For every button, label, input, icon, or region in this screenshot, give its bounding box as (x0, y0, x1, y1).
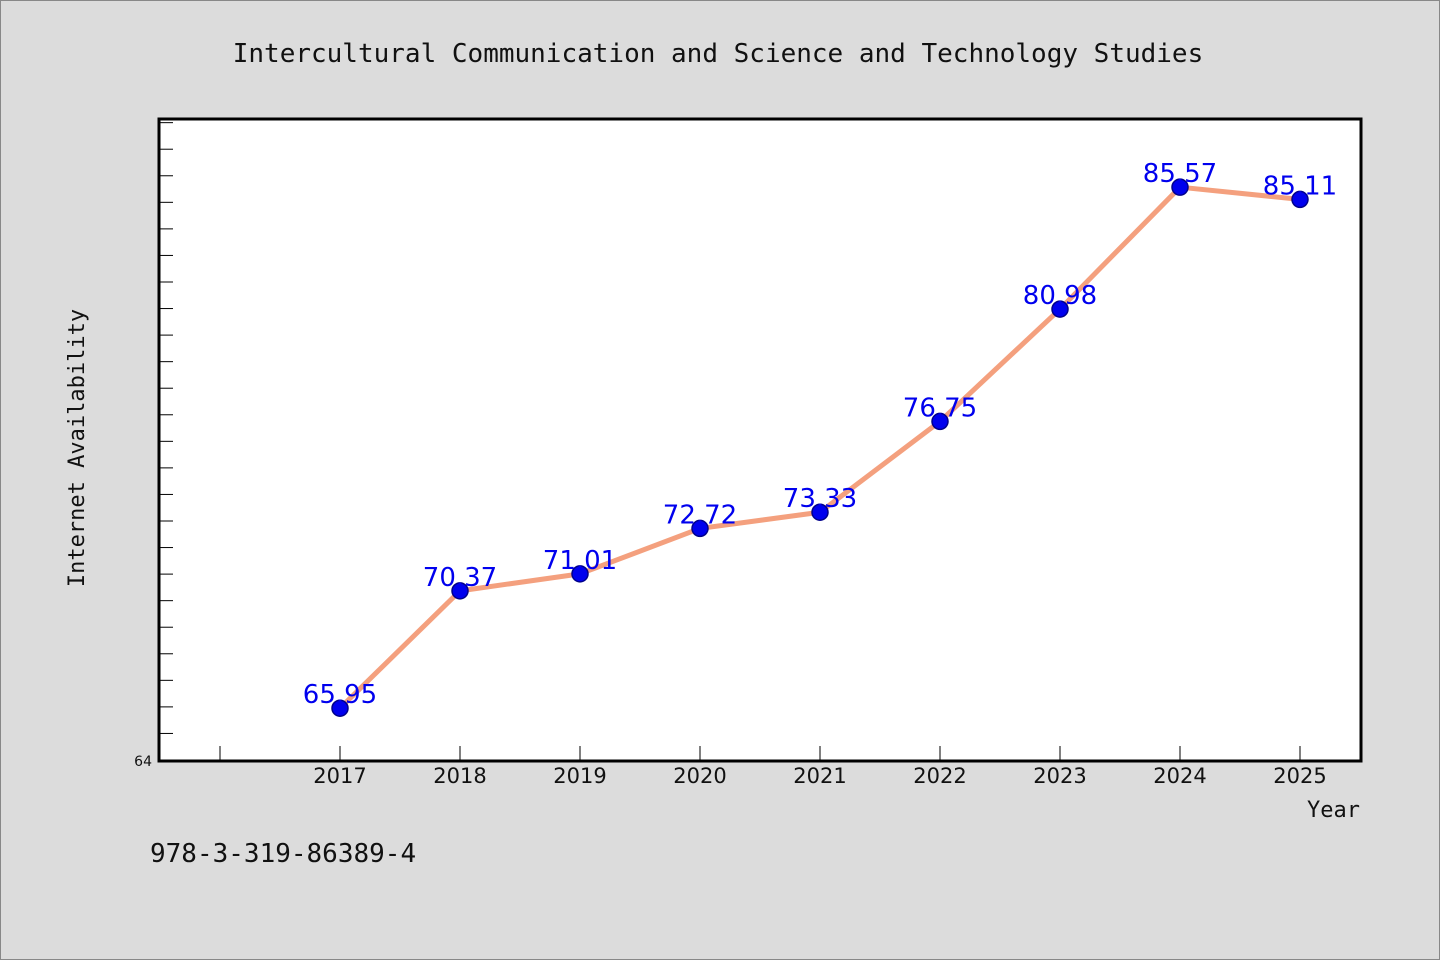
x-axis-label: Year (1307, 798, 1360, 823)
x-tick-label: 2024 (1153, 764, 1206, 788)
x-tick-label: 2022 (913, 764, 966, 788)
data-point (691, 519, 709, 538)
data-point (571, 565, 589, 583)
x-tick-label: 2021 (793, 764, 846, 788)
data-label: 65.95 (303, 680, 377, 710)
x-tick-label: 2019 (553, 764, 606, 788)
x-tick-label: 2017 (313, 764, 366, 788)
data-point (811, 503, 829, 521)
data-point (331, 699, 349, 717)
x-tick-label: 2023 (1033, 764, 1086, 788)
x-tick-label: 2020 (673, 764, 726, 788)
y-tick-label: 64 (134, 754, 152, 770)
x-axis-ticks (219, 746, 1301, 760)
data-label: 80.98 (1023, 281, 1097, 311)
x-tick-labels: 2017 2018 2019 2020 2021 2022 2023 2024 2025 (313, 764, 1326, 788)
data-point (1051, 300, 1069, 318)
x-tick-label: 2018 (433, 764, 486, 788)
plot-area (157, 117, 1363, 763)
data-label: 73.33 (783, 484, 857, 514)
data-label: 71.01 (543, 546, 617, 576)
data-point (451, 582, 469, 600)
isbn-caption: 978-3-319-86389-4 (150, 839, 416, 869)
data-point (1291, 190, 1309, 209)
data-labels: 65.95 70.37 71.01 72.72 73.33 76.75 80.98 85.57… (303, 159, 1337, 710)
data-label: 85.11 (1263, 171, 1337, 201)
data-label: 76.75 (903, 393, 977, 423)
data-label: 70.37 (423, 563, 497, 593)
chart-title: Intercultural Communication and Science … (233, 39, 1204, 69)
x-tick-label: 2025 (1273, 764, 1326, 788)
data-label: 72.72 (663, 500, 737, 530)
data-points (331, 178, 1309, 717)
y-axis-ticks (159, 122, 173, 761)
data-point (1171, 178, 1189, 196)
data-point (931, 412, 949, 431)
data-label: 85.57 (1143, 159, 1217, 189)
y-axis-label: Internet Availability (65, 309, 90, 587)
